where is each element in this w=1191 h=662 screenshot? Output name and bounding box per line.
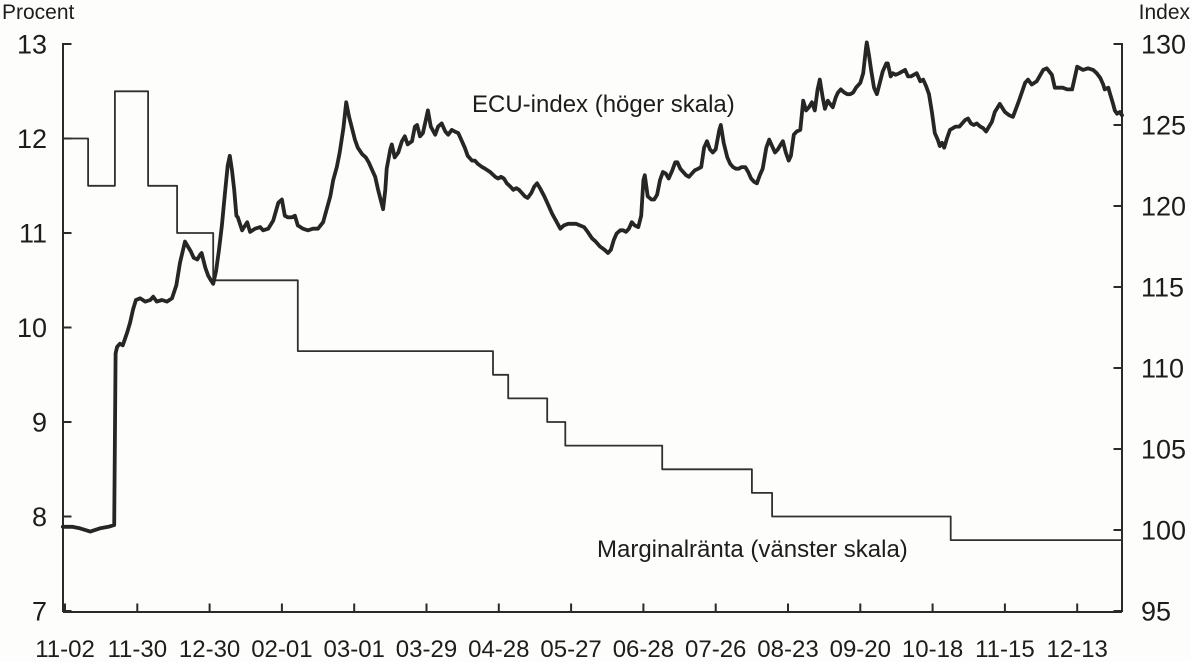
left-axis-title: Procent [2, 1, 75, 24]
x-axis-tick-label: 03-01 [324, 636, 385, 662]
ecu-index-line [60, 40, 1124, 534]
x-axis-tick-label: 07-26 [685, 636, 746, 662]
x-axis-tick-label: 08-23 [757, 636, 818, 662]
right-axis-title: Index [1139, 1, 1191, 24]
x-axis-tick-label: 10-18 [902, 636, 963, 662]
x-axis-tick-label: 03-29 [396, 636, 457, 662]
x-axis-tick-label: 06-28 [613, 636, 674, 662]
x-axis-tick-label: 09-20 [830, 636, 891, 662]
x-axis-tick-label: 02-01 [251, 636, 312, 662]
left-axis-tick-label: 10 [17, 313, 47, 343]
left-axis-tick-label: 9 [32, 408, 47, 438]
left-axis-tick-label: 13 [17, 30, 47, 60]
right-axis-tick-label: 110 [1141, 354, 1184, 384]
x-axis-tick-label: 04-28 [468, 636, 529, 662]
left-axis-tick-label: 12 [17, 124, 47, 154]
axis-ticks: 7 8 9 10 11 12 13 95 100 105 110 115 120 125 130 11-02 1… [17, 30, 1186, 662]
x-axis-tick-label: 05-27 [540, 636, 601, 662]
x-axis-tick-label: 12-13 [1047, 636, 1108, 662]
right-axis-tick-label: 120 [1141, 192, 1186, 222]
x-axis-tick-label: 11-15 [975, 636, 1035, 662]
x-axis-tick-label: 11-30 [107, 636, 167, 662]
right-axis-tick-label: 95 [1141, 597, 1171, 627]
right-axis-tick-label: 125 [1141, 111, 1186, 141]
left-axis-tick-label: 8 [32, 502, 47, 532]
x-axis-tick-label: 11-02 [35, 636, 95, 662]
x-axis-tick-label: 12-30 [179, 636, 240, 662]
right-axis-tick-label: 105 [1141, 435, 1186, 465]
left-axis-tick-label: 11 [19, 219, 47, 249]
right-axis-tick-label: 115 [1141, 273, 1184, 303]
marginalranta-step-line [62, 90, 1122, 541]
right-axis-tick-label: 130 [1141, 30, 1186, 60]
ecu-index-series-label: ECU-index (höger skala) [472, 91, 735, 118]
left-axis-tick-label: 7 [32, 597, 47, 627]
right-axis-tick-label: 100 [1141, 516, 1186, 546]
marginalranta-series-label: Marginalränta (vänster skala) [597, 536, 908, 563]
